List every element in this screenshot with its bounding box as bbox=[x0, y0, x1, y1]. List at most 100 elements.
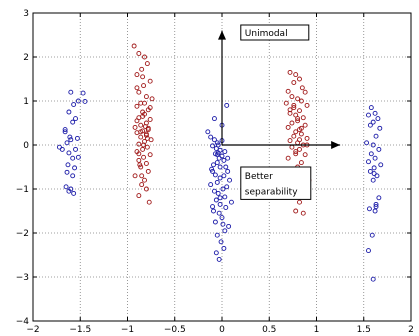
red-point bbox=[132, 124, 138, 130]
blue-point bbox=[72, 165, 78, 171]
blue-point bbox=[378, 162, 384, 168]
red-point bbox=[287, 110, 293, 116]
red-point bbox=[291, 102, 297, 108]
y-tick-label: 2 bbox=[23, 53, 29, 63]
blue-point bbox=[217, 164, 223, 170]
red-point bbox=[285, 88, 291, 94]
blue-point bbox=[372, 110, 378, 116]
red-point bbox=[134, 72, 140, 78]
blue-point bbox=[64, 140, 70, 146]
blue-point bbox=[366, 206, 372, 212]
blue-point bbox=[219, 215, 225, 221]
annotation-separability: separability bbox=[245, 187, 298, 197]
blue-point bbox=[227, 177, 233, 183]
blue-point bbox=[225, 168, 231, 174]
blue-point bbox=[223, 205, 229, 210]
blue-point bbox=[70, 155, 76, 161]
blue-point bbox=[224, 184, 230, 190]
red-point bbox=[283, 100, 289, 106]
annotations: Unimodal Better separability bbox=[240, 24, 312, 200]
blue-point bbox=[367, 122, 373, 128]
blue-point bbox=[228, 199, 234, 205]
red-point bbox=[295, 116, 301, 122]
blue-point bbox=[73, 146, 78, 152]
blue-point bbox=[217, 195, 223, 201]
red-point bbox=[293, 129, 299, 135]
red-point bbox=[138, 122, 144, 128]
red-point bbox=[145, 168, 151, 174]
blue-point bbox=[370, 177, 376, 183]
blue-point bbox=[70, 119, 76, 125]
blue-point bbox=[373, 133, 379, 139]
blue-point bbox=[211, 162, 216, 168]
red-point bbox=[297, 108, 302, 114]
red-point bbox=[141, 154, 147, 160]
red-point bbox=[131, 43, 137, 49]
red-point bbox=[300, 210, 306, 216]
red-point bbox=[299, 85, 305, 91]
blue-point bbox=[217, 201, 223, 207]
red-point bbox=[293, 149, 299, 155]
blue-point bbox=[66, 150, 72, 156]
red-point bbox=[139, 182, 145, 188]
red-point bbox=[293, 208, 299, 214]
blue-point bbox=[75, 154, 81, 160]
red-point bbox=[141, 142, 147, 148]
blue-point bbox=[225, 155, 231, 161]
red-point bbox=[287, 138, 293, 144]
blue-point bbox=[68, 89, 74, 95]
blue-point bbox=[221, 157, 227, 163]
blue-point bbox=[67, 134, 73, 140]
blue-point bbox=[373, 204, 379, 210]
arrows bbox=[218, 30, 341, 149]
red-point bbox=[138, 129, 144, 135]
x-tick-label: 1.5 bbox=[357, 325, 371, 335]
x-tick-label: −0.5 bbox=[164, 325, 186, 335]
blue-point bbox=[223, 164, 229, 170]
blue-point bbox=[214, 152, 220, 158]
blue-point bbox=[371, 171, 377, 177]
blue-point bbox=[65, 162, 71, 168]
x-tick-label: −2 bbox=[26, 325, 39, 335]
blue-point bbox=[66, 188, 72, 194]
annotation-better: Better bbox=[245, 172, 273, 182]
blue-point bbox=[376, 146, 382, 152]
blue-point bbox=[221, 245, 227, 251]
red-point bbox=[136, 151, 142, 157]
blue-point bbox=[214, 160, 220, 166]
blue-point bbox=[211, 137, 217, 143]
blue-point bbox=[215, 190, 221, 196]
blue-point bbox=[373, 201, 379, 207]
red-point bbox=[302, 122, 308, 128]
blue-point bbox=[366, 159, 371, 165]
blue-point bbox=[210, 143, 216, 149]
x-tick-label: −1 bbox=[121, 325, 134, 335]
red-point bbox=[285, 124, 291, 130]
y-tick-label: 1 bbox=[23, 97, 29, 107]
red-point bbox=[140, 74, 146, 80]
blue-point bbox=[368, 105, 374, 111]
red-point bbox=[143, 161, 149, 166]
red-point bbox=[140, 113, 146, 119]
blue-point bbox=[214, 179, 220, 185]
red-point bbox=[304, 135, 310, 141]
red-point bbox=[147, 78, 153, 84]
blue-point bbox=[64, 169, 70, 175]
red-point bbox=[144, 61, 150, 67]
blue-point bbox=[211, 188, 217, 194]
red-point bbox=[298, 125, 304, 131]
annotation-unimodal: Unimodal bbox=[245, 29, 288, 39]
red-point bbox=[287, 107, 293, 113]
blue-point bbox=[372, 155, 378, 161]
red-point bbox=[138, 134, 144, 140]
blue-point bbox=[80, 90, 86, 96]
blue-point bbox=[62, 127, 68, 133]
red-point bbox=[142, 100, 147, 106]
red-point bbox=[295, 118, 301, 124]
red-point bbox=[132, 173, 138, 179]
blue-point bbox=[215, 142, 221, 148]
annotation-box-separability bbox=[240, 166, 312, 200]
blue-point bbox=[71, 102, 77, 107]
red-point bbox=[298, 160, 304, 166]
red-point bbox=[136, 193, 142, 199]
